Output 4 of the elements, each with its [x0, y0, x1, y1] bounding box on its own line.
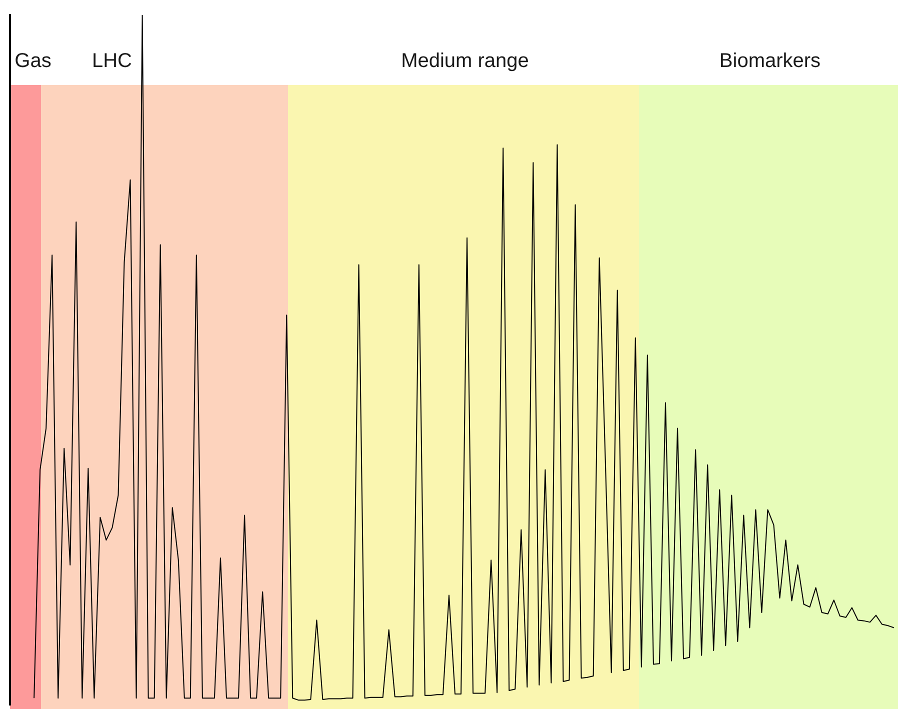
annotation: Gas — [14, 50, 52, 72]
annotation: LHC — [92, 50, 132, 72]
annotation: Medium range — [401, 50, 529, 72]
annotation: Biomarkers — [719, 50, 821, 72]
